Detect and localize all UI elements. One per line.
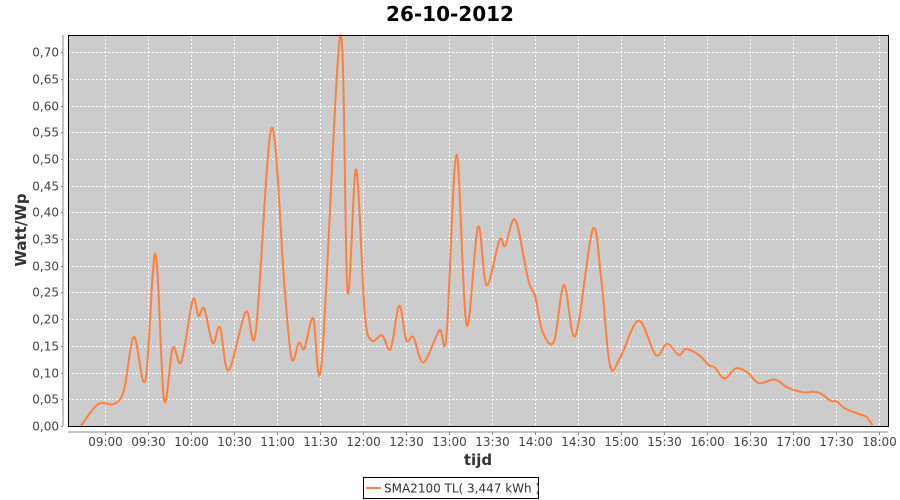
- x-tick-label: 15:00: [604, 435, 639, 449]
- y-tick-label: 0,10: [32, 367, 59, 381]
- x-tick-label: 17:30: [819, 435, 854, 449]
- y-tick-label: 0,40: [32, 206, 59, 220]
- x-tick-label: 12:00: [346, 435, 381, 449]
- y-axis-label: Watt/Wp: [12, 193, 30, 266]
- x-axis-label: tijd: [464, 451, 492, 469]
- x-tick-label: 10:00: [174, 435, 209, 449]
- x-tick-label: 14:30: [561, 435, 596, 449]
- y-tick-label: 0,15: [32, 340, 59, 354]
- x-tick-label: 12:30: [389, 435, 424, 449]
- y-tick-label: 0,35: [32, 233, 59, 247]
- y-tick-label: 0,30: [32, 260, 59, 274]
- x-tick-label: 13:30: [475, 435, 510, 449]
- plot-border: [68, 35, 889, 427]
- grid: [68, 35, 888, 426]
- x-tick-label: 09:00: [88, 435, 123, 449]
- x-tick-label: 17:00: [776, 435, 811, 449]
- x-tick-label: 09:30: [131, 435, 166, 449]
- y-tick-label: 0,50: [32, 153, 59, 167]
- y-tick-label: 0,25: [32, 286, 59, 300]
- y-tick-label: 0,70: [32, 46, 59, 60]
- x-tick-label: 15:30: [647, 435, 682, 449]
- y-tick-label: 0,45: [32, 180, 59, 194]
- y-axis: 0,00 0,05 0,10 0,15 0,20 0,25 0,30 0,35 0,40 0,45…: [32, 35, 64, 434]
- x-tick-label: 18:00: [862, 435, 897, 449]
- y-tick-label: 0,00: [32, 420, 59, 434]
- x-axis: 09:00 09:30 10:00 10:30 11:00 11:30 12:00 12:30…: [68, 431, 897, 449]
- legend: SMA2100 TL( 3,447 kWh ): [363, 477, 540, 499]
- legend-label: SMA2100 TL( 3,447 kWh ): [384, 482, 540, 496]
- x-tick-label: 16:00: [690, 435, 725, 449]
- y-tick-label: 0,65: [32, 73, 59, 87]
- x-tick-label: 13:00: [432, 435, 467, 449]
- y-tick-label: 0,55: [32, 126, 59, 140]
- x-tick-label: 14:00: [518, 435, 553, 449]
- legend-box: [363, 477, 539, 499]
- x-tick-label: 11:00: [260, 435, 295, 449]
- y-tick-label: 0,05: [32, 393, 59, 407]
- x-tick-label: 11:30: [303, 435, 338, 449]
- y-tick-label: 0,20: [32, 313, 59, 327]
- x-tick-label: 10:30: [217, 435, 252, 449]
- chart-title: 26-10-2012: [386, 2, 514, 26]
- y-tick-label: 0,60: [32, 100, 59, 114]
- x-tick-label: 16:30: [733, 435, 768, 449]
- series-line: [80, 34, 874, 427]
